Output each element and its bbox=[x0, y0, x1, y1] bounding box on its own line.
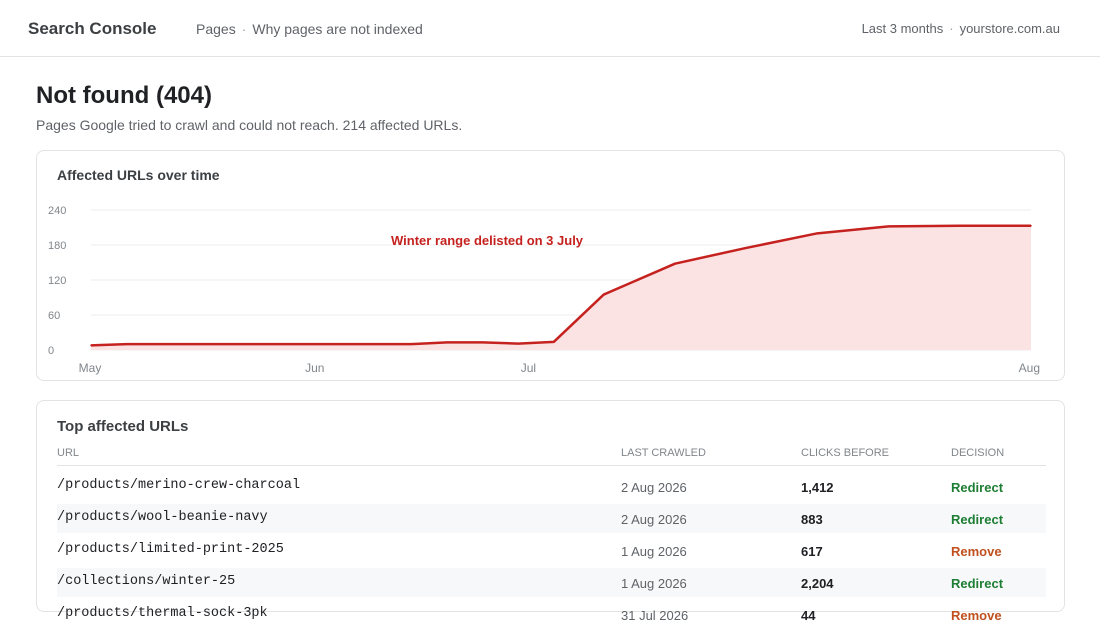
data-point bbox=[232, 343, 235, 345]
breadcrumb-current: Why pages are not indexed bbox=[252, 21, 423, 37]
table-header: URL LAST CRAWLED CLICKS BEFORE DECISION bbox=[57, 447, 1046, 466]
y-tick-label: 120 bbox=[48, 275, 66, 287]
data-point bbox=[303, 343, 306, 345]
x-tick-label: Jun bbox=[305, 361, 324, 375]
data-point bbox=[446, 341, 448, 344]
top-bar: Search Console Pages · Why pages are not i… bbox=[0, 0, 1100, 57]
column-header-last-crawled[interactable]: LAST CRAWLED bbox=[621, 447, 706, 459]
data-point bbox=[90, 344, 92, 347]
data-point bbox=[745, 247, 747, 249]
data-point bbox=[1030, 224, 1032, 227]
row-decision[interactable]: Remove bbox=[951, 608, 1002, 623]
row-decision[interactable]: Redirect bbox=[951, 512, 1004, 527]
table-title: Top affected URLs bbox=[57, 418, 189, 435]
data-point bbox=[339, 343, 342, 345]
data-point bbox=[481, 341, 484, 344]
affected-urls-chart: 0 60 120 180 240 May Jun Jul Aug Winter range del… bbox=[48, 205, 1040, 375]
chart-card: Affected URLs over time 0 60 120 180 240 May J… bbox=[36, 150, 1065, 381]
column-header-url[interactable]: URL bbox=[57, 447, 80, 459]
series-area bbox=[91, 225, 1031, 350]
table-card: Top affected URLs URL LAST CRAWLED CLICK… bbox=[36, 400, 1065, 623]
y-tick-label: 60 bbox=[48, 310, 60, 322]
data-point bbox=[553, 341, 555, 343]
property-selector[interactable]: yourstore.com.au bbox=[959, 21, 1060, 36]
date-range-selector[interactable]: Last 3 months bbox=[861, 21, 944, 36]
chart-annotation: Winter range delisted on 3 July bbox=[391, 233, 584, 248]
row-last-crawled: 1 Aug 2026 bbox=[621, 544, 687, 559]
chart-title: Affected URLs over time bbox=[57, 167, 220, 183]
row-url[interactable]: /products/limited-print-2025 bbox=[57, 542, 284, 557]
row-last-crawled: 31 Jul 2026 bbox=[621, 608, 689, 623]
data-point bbox=[887, 225, 890, 228]
table-row[interactable]: /products/wool-beanie-navy 2 Aug 2026 88… bbox=[57, 504, 1046, 533]
row-last-crawled: 2 Aug 2026 bbox=[621, 512, 687, 527]
header-separator: · bbox=[949, 21, 954, 36]
row-last-crawled: 2 Aug 2026 bbox=[621, 480, 687, 495]
data-point bbox=[816, 232, 819, 235]
data-point bbox=[517, 342, 520, 345]
breadcrumb: Pages · Why pages are not indexed bbox=[196, 21, 423, 37]
row-clicks: 617 bbox=[801, 544, 823, 559]
data-point bbox=[125, 343, 128, 345]
row-clicks: 883 bbox=[801, 512, 823, 527]
row-clicks: 2,204 bbox=[801, 576, 834, 591]
page-subtitle: Pages Google tried to crawl and could no… bbox=[36, 117, 463, 133]
x-tick-label: Aug bbox=[1019, 361, 1040, 375]
y-tick-label: 0 bbox=[48, 345, 54, 357]
table-row[interactable]: /collections/winter-25 1 Aug 2026 2,204 … bbox=[57, 568, 1046, 597]
series-line bbox=[90, 224, 1031, 347]
row-decision[interactable]: Redirect bbox=[951, 576, 1004, 591]
row-decision[interactable]: Remove bbox=[951, 544, 1002, 559]
page-title: Not found (404) bbox=[36, 82, 212, 109]
data-point bbox=[958, 224, 961, 227]
breadcrumb-pages[interactable]: Pages bbox=[196, 21, 236, 37]
column-header-clicks-before[interactable]: CLICKS BEFORE bbox=[801, 447, 890, 459]
y-tick-label: 180 bbox=[48, 240, 66, 252]
row-last-crawled: 1 Aug 2026 bbox=[621, 576, 687, 591]
table-row[interactable]: /products/merino-crew-charcoal 2 Aug 202… bbox=[57, 472, 1046, 501]
row-url[interactable]: /products/wool-beanie-navy bbox=[57, 510, 268, 525]
table-row[interactable]: /products/limited-print-2025 1 Aug 2026 … bbox=[57, 536, 1046, 565]
x-tick-label: Jul bbox=[521, 361, 536, 375]
row-decision[interactable]: Redirect bbox=[951, 480, 1004, 495]
table-row[interactable]: /products/thermal-sock-3pk 31 Jul 2026 4… bbox=[57, 600, 1046, 629]
data-point bbox=[410, 343, 413, 345]
row-url[interactable]: /products/thermal-sock-3pk bbox=[57, 606, 268, 621]
data-point bbox=[674, 262, 676, 265]
header-context: Last 3 months · yourstore.com.au bbox=[862, 21, 1060, 36]
x-tick-label: May bbox=[79, 361, 102, 375]
column-header-decision[interactable]: DECISION bbox=[951, 447, 1005, 459]
row-clicks: 1,412 bbox=[801, 480, 834, 495]
data-point bbox=[602, 293, 605, 296]
breadcrumb-separator: · bbox=[241, 21, 247, 37]
row-url[interactable]: /collections/winter-25 bbox=[57, 574, 236, 589]
row-url[interactable]: /products/merino-crew-charcoal bbox=[57, 478, 301, 493]
data-point bbox=[161, 343, 164, 345]
app-title[interactable]: Search Console bbox=[28, 19, 157, 38]
row-clicks: 44 bbox=[801, 608, 816, 623]
y-tick-label: 240 bbox=[48, 205, 66, 217]
